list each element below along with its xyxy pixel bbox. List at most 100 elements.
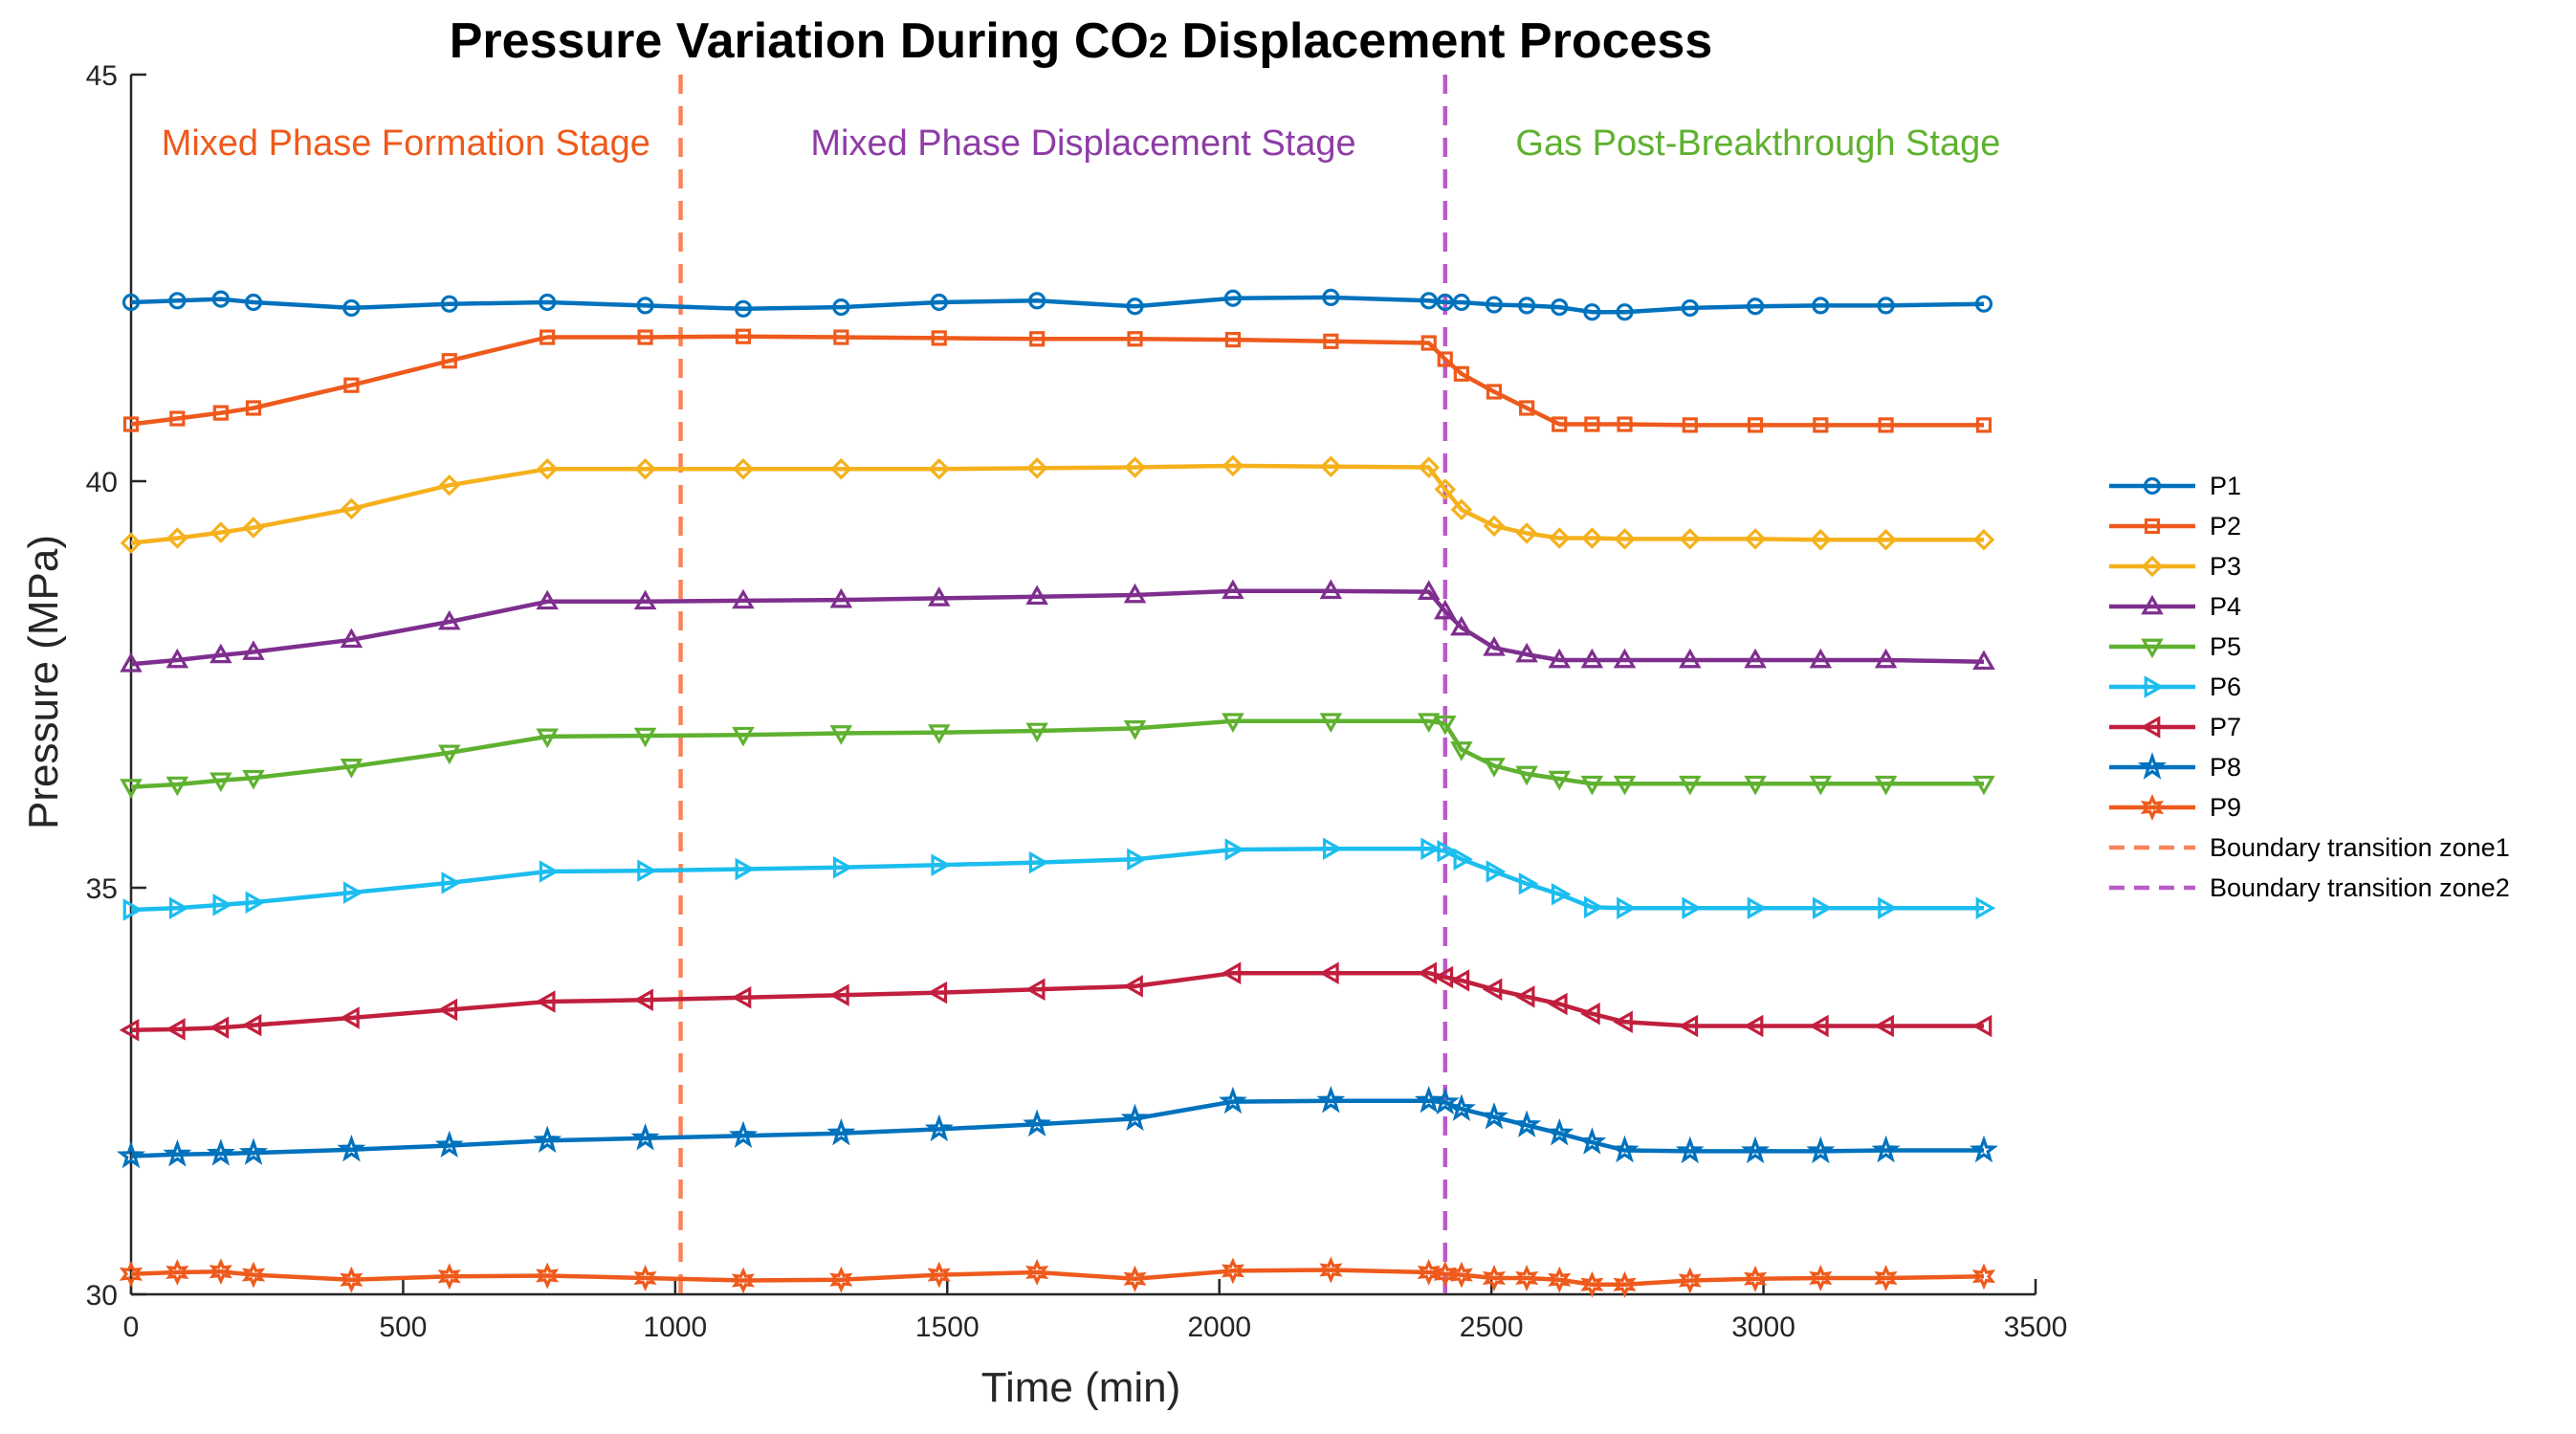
- data-point-p1: [1420, 292, 1438, 310]
- data-point-p4: [732, 588, 755, 609]
- y-axis-label: Pressure (MPa): [20, 535, 67, 829]
- data-point-p6: [343, 881, 363, 904]
- data-point-p3: [242, 517, 265, 539]
- legend-marker: [2144, 518, 2161, 535]
- data-point-p5: [1972, 775, 1995, 796]
- data-point-p2: [1878, 417, 1894, 433]
- data-point-p3: [1025, 457, 1048, 479]
- data-point-p2: [1323, 333, 1339, 349]
- data-point-p5: [732, 726, 755, 747]
- data-point-p2: [1617, 416, 1633, 432]
- data-point-p3: [1614, 528, 1636, 550]
- data-point-p7: [119, 1018, 140, 1042]
- data-point-p9: [1449, 1261, 1473, 1289]
- data-point-p5: [1025, 722, 1048, 743]
- data-point-p6: [1747, 896, 1768, 920]
- data-point-p6: [1551, 883, 1572, 906]
- data-point-p9: [633, 1265, 657, 1291]
- data-point-p4: [1417, 580, 1441, 600]
- data-point-p2: [637, 329, 653, 345]
- data-point-p9: [209, 1258, 232, 1286]
- data-point-p8: [1414, 1085, 1443, 1114]
- data-point-p9: [241, 1261, 266, 1289]
- data-point-p2: [1975, 417, 1993, 433]
- legend-marker: [2144, 675, 2165, 698]
- data-point-p5: [209, 772, 232, 793]
- data-point-p2: [735, 328, 752, 344]
- data-point-p1: [1518, 297, 1536, 315]
- data-point-p8: [826, 1117, 856, 1146]
- data-point-p7: [1809, 1014, 1829, 1038]
- data-point-p6: [441, 871, 462, 894]
- series-p7: [119, 961, 1993, 1042]
- data-point-p1: [1746, 298, 1765, 316]
- data-point-p1: [636, 297, 654, 315]
- series-line-p7: [130, 970, 1984, 1033]
- series-line-p1: [130, 295, 1985, 315]
- data-point-p4: [1515, 642, 1538, 663]
- axes: 0 500 1000 1500 2000 2500 3000 3500 30 35 40 45: [86, 60, 2068, 1343]
- data-point-p3: [1222, 454, 1244, 477]
- data-point-p8: [1871, 1135, 1901, 1163]
- data-point-p4: [1972, 650, 1995, 671]
- data-point-p8: [1577, 1127, 1607, 1155]
- series-p6: [122, 837, 1996, 921]
- data-point-p3: [830, 457, 852, 480]
- data-point-p4: [1450, 615, 1473, 636]
- data-point-p6: [169, 896, 189, 920]
- data-point-p9: [1123, 1265, 1147, 1292]
- legend-label: P7: [2210, 713, 2241, 741]
- data-point-p1: [168, 292, 187, 310]
- data-point-p7: [340, 1006, 360, 1029]
- data-point-p2: [1682, 417, 1698, 433]
- data-point-p8: [1675, 1136, 1705, 1164]
- series-p8: [116, 1085, 1998, 1169]
- legend-item-p1: P1: [2109, 472, 2241, 500]
- data-point-p2: [1813, 417, 1829, 433]
- legend-marker: [2140, 716, 2161, 739]
- data-point-p7: [241, 1013, 262, 1037]
- data-point-p8: [1741, 1136, 1771, 1164]
- legend-item-boundary-1: Boundary transition zone1: [2109, 833, 2510, 862]
- data-point-p5: [1222, 713, 1244, 733]
- data-point-p1: [440, 295, 458, 313]
- data-point-p1: [1583, 303, 1601, 321]
- data-point-p5: [1613, 775, 1637, 796]
- data-point-p5: [1874, 775, 1898, 796]
- data-point-p4: [165, 648, 189, 669]
- data-point-p5: [1515, 765, 1538, 786]
- data-point-p4: [1319, 579, 1343, 600]
- data-point-p6: [1486, 860, 1507, 883]
- data-point-p8: [116, 1140, 146, 1169]
- x-tick-label: 2000: [1187, 1312, 1251, 1343]
- data-point-p9: [1221, 1257, 1245, 1285]
- x-tick-label: 3000: [1731, 1312, 1795, 1343]
- data-point-p7: [927, 981, 948, 1004]
- data-point-p6: [1617, 896, 1637, 920]
- legend-label: P3: [2210, 552, 2241, 581]
- data-point-p2: [1029, 331, 1046, 347]
- data-point-p1: [734, 299, 753, 318]
- data-point-p7: [1514, 985, 1535, 1008]
- data-point-p4: [438, 609, 461, 630]
- data-point-p8: [1479, 1101, 1508, 1130]
- data-point-p7: [1678, 1014, 1699, 1038]
- stage-annotation-2: Mixed Phase Displacement Stage: [810, 123, 1355, 164]
- data-point-p9: [1580, 1270, 1604, 1298]
- data-point-p1: [1681, 298, 1699, 318]
- data-point-p3: [536, 457, 559, 480]
- data-point-p6: [245, 891, 266, 915]
- data-point-p6: [1127, 848, 1147, 871]
- data-point-p5: [438, 744, 461, 765]
- data-point-p1: [1028, 292, 1046, 310]
- data-point-p3: [1972, 528, 1995, 551]
- data-point-p9: [1482, 1265, 1507, 1291]
- data-point-p9: [1809, 1265, 1833, 1291]
- data-point-p5: [536, 728, 559, 749]
- legend-item-boundary-2: Boundary transition zone2: [2109, 873, 2510, 902]
- data-point-p4: [1580, 648, 1604, 669]
- legend-item-p5: P5: [2109, 632, 2241, 661]
- x-tick-label: 3500: [2004, 1312, 2068, 1343]
- data-point-p6: [833, 855, 853, 879]
